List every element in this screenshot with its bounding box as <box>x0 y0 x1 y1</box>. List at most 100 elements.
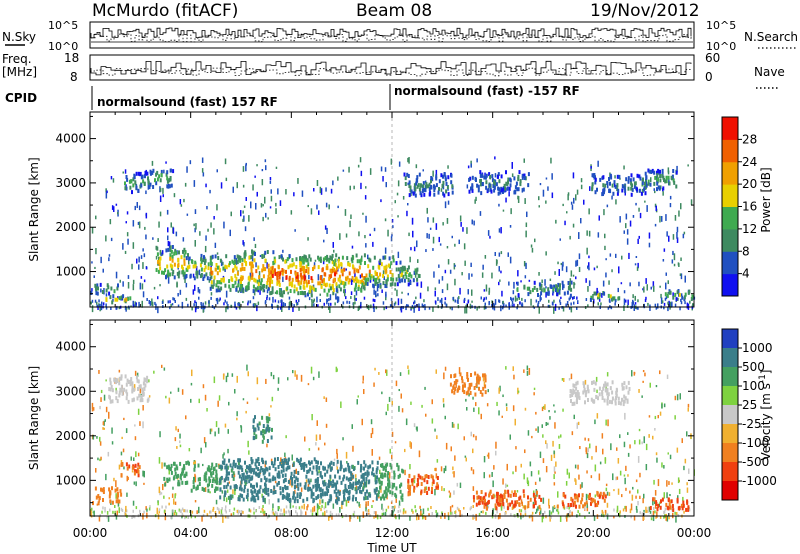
echo-cell <box>254 278 257 283</box>
echo-cell <box>266 467 269 472</box>
ground-cell <box>636 306 638 310</box>
echo-cell <box>477 375 480 380</box>
echo-cell <box>303 280 306 285</box>
echo-cell <box>513 503 516 508</box>
noise-cell <box>541 279 543 283</box>
noise-cell <box>98 303 100 307</box>
echo-region <box>569 380 631 407</box>
noise-cell <box>579 484 582 490</box>
noise-cell <box>202 463 204 467</box>
echo-cell <box>185 461 188 466</box>
ground-cell <box>240 510 243 513</box>
ground-cell <box>131 516 133 519</box>
noise-cell <box>654 415 657 420</box>
noise-cell <box>170 222 172 228</box>
noise-cell <box>501 290 503 297</box>
echo-cell <box>559 283 561 288</box>
noise-cell <box>431 399 433 405</box>
echo-cell <box>645 175 648 180</box>
echo-cell <box>674 292 677 297</box>
echo-cell <box>389 264 391 269</box>
echo-cell <box>401 268 404 273</box>
noise-cell <box>628 252 630 260</box>
noise-cell <box>145 190 147 195</box>
ground-cell <box>645 296 647 300</box>
echo-cell <box>497 501 499 506</box>
echo-cell <box>260 281 263 286</box>
echo-cell <box>562 504 565 509</box>
noise-cell <box>498 252 501 257</box>
echo-cell <box>594 190 597 195</box>
ground-cell <box>179 509 182 513</box>
echo-cell <box>420 183 422 188</box>
noise-cell <box>687 407 689 412</box>
noise-cell <box>392 225 394 229</box>
echo-cell <box>627 176 630 181</box>
echo-cell <box>450 173 453 178</box>
echo-cell <box>250 255 253 260</box>
ground-cell <box>283 512 286 516</box>
noise-cell <box>253 237 255 241</box>
noise-cell <box>517 390 520 393</box>
echo-cell <box>246 488 249 493</box>
echo-cell <box>572 388 575 393</box>
echo-cell <box>576 496 579 501</box>
echo-cell <box>602 192 604 196</box>
echo-cell <box>94 283 97 288</box>
echo-cell <box>132 177 135 182</box>
noise-cell <box>138 264 140 270</box>
echo-cell <box>131 381 134 386</box>
noise-cell <box>602 280 605 287</box>
ground-cell <box>614 302 616 306</box>
noise-cell <box>426 233 428 239</box>
echo-cell <box>345 277 348 282</box>
echo-cell <box>518 170 521 175</box>
echo-cell <box>243 254 246 259</box>
echo-cell <box>359 261 362 266</box>
ground-cell <box>387 505 390 509</box>
echo-cell <box>287 497 289 502</box>
echo-cell <box>508 186 511 191</box>
noise-cell <box>292 505 294 508</box>
echo-cell <box>476 376 478 381</box>
echo-cell <box>298 281 301 286</box>
echo-cell <box>142 392 145 397</box>
echo-cell <box>232 476 235 481</box>
echo-cell <box>238 465 241 470</box>
noise-cell <box>666 374 669 380</box>
echo-cell <box>424 474 427 479</box>
noise-cell <box>678 289 680 297</box>
noise-cell <box>369 168 372 175</box>
echo-cell <box>302 269 305 274</box>
ground-cell <box>521 302 523 306</box>
echo-cell <box>169 177 172 182</box>
echo-cell <box>250 265 253 270</box>
echo-cell <box>125 382 128 387</box>
noise-cell <box>584 379 587 385</box>
echo-cell <box>408 184 411 188</box>
noise-cell <box>476 158 478 163</box>
noise-cell <box>103 427 105 430</box>
noise-cell <box>638 281 640 287</box>
echo-cell <box>105 298 108 302</box>
ground-cell <box>434 300 437 304</box>
noise-cell <box>588 230 591 237</box>
noise-cell <box>376 285 379 292</box>
noise-cell <box>242 240 244 245</box>
noise-cell <box>597 232 600 238</box>
noise-cell <box>539 508 542 515</box>
echo-cell <box>135 375 138 380</box>
noise-cell <box>534 481 537 485</box>
echo-cell <box>667 175 670 180</box>
noise-cell <box>451 504 454 508</box>
ground-cell <box>455 513 457 517</box>
ground-cell <box>237 509 239 513</box>
echo-cell <box>366 470 369 475</box>
echo-cell <box>155 172 158 177</box>
echo-cell <box>329 480 332 485</box>
echo-cell <box>484 498 486 503</box>
noise-cell <box>190 398 192 403</box>
noise-cell <box>381 289 383 293</box>
noise-cell <box>517 270 519 277</box>
